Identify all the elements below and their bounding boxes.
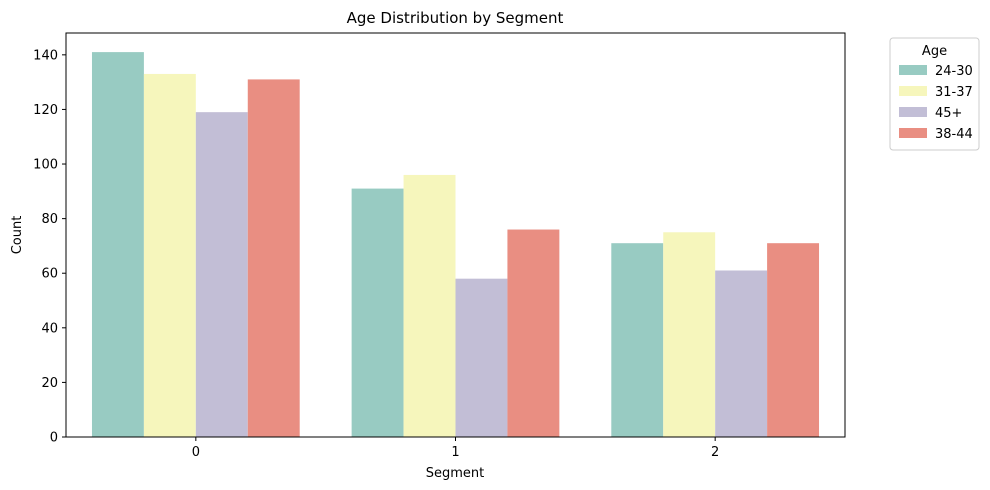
bar-45+-segment-0 (195, 112, 248, 437)
bar-31-37-segment-2 (663, 232, 716, 437)
axes-layer: 0 20 40 60 80 100 120 140 0 1 2 (33, 32, 846, 460)
legend: Age 24-30 31-37 45+ 38-44 (889, 37, 980, 151)
bar-24-30-segment-0 (91, 52, 144, 438)
y-tick-label: 80 (41, 212, 58, 227)
chart-title: Age Distribution by Segment (347, 9, 564, 27)
y-tick-label: 0 (50, 431, 58, 446)
x-tick-label: 0 (192, 445, 200, 460)
y-tick-label: 100 (33, 158, 58, 173)
legend-label-45+: 45+ (935, 106, 962, 121)
y-tick-label: 120 (33, 103, 58, 118)
legend-label-24-30: 24-30 (935, 64, 973, 79)
legend-swatch-45+ (899, 107, 927, 117)
bar-24-30-segment-2 (611, 243, 664, 437)
legend-swatch-24-30 (899, 65, 927, 75)
x-axis-title: Segment (426, 466, 485, 481)
bar-38-44-segment-1 (507, 229, 560, 437)
legend-title: Age (922, 44, 947, 59)
y-tick-label: 140 (33, 48, 58, 63)
bar-45+-segment-1 (455, 278, 508, 437)
x-tick-label: 1 (451, 445, 459, 460)
bar-31-37-segment-0 (143, 73, 196, 437)
y-axis-title: Count (10, 216, 25, 255)
y-tick-label: 40 (41, 321, 58, 336)
legend-swatch-38-44 (899, 128, 927, 138)
y-tick-label: 20 (41, 376, 58, 391)
legend-label-38-44: 38-44 (935, 127, 973, 142)
legend-swatch-31-37 (899, 86, 927, 96)
bar-38-44-segment-0 (247, 79, 300, 437)
legend-label-31-37: 31-37 (935, 85, 973, 100)
bars-layer (91, 52, 820, 438)
y-tick-label: 60 (41, 267, 58, 282)
x-tick-label: 2 (711, 445, 719, 460)
bar-38-44-segment-2 (767, 243, 820, 437)
bar-24-30-segment-1 (351, 188, 404, 437)
bar-45+-segment-2 (715, 270, 768, 437)
bar-31-37-segment-1 (403, 174, 456, 437)
